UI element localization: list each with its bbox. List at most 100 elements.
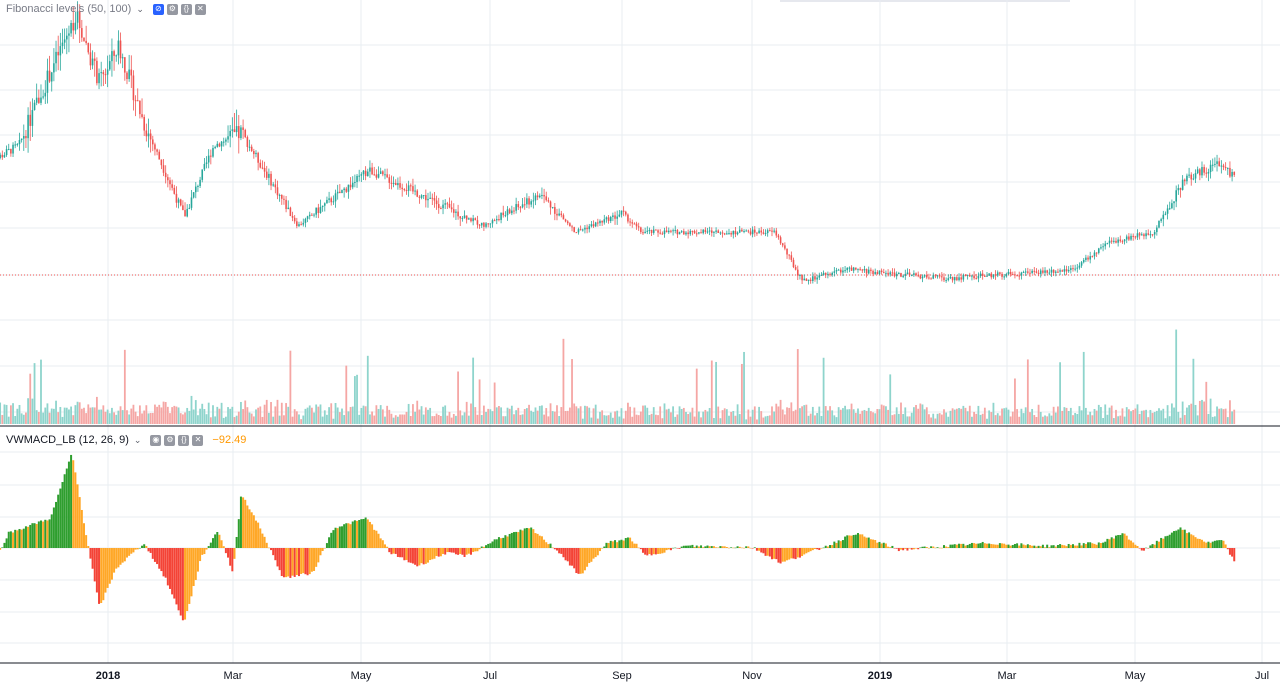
close-icon[interactable]: ✕ <box>194 3 206 15</box>
volume-bar <box>670 412 672 424</box>
candle-body <box>726 233 728 235</box>
macd-bar <box>846 535 849 548</box>
macd-bar <box>1018 545 1021 548</box>
volume-bar <box>848 409 851 424</box>
candle-body <box>83 37 85 41</box>
macd-bar <box>78 497 81 548</box>
macd-histogram[interactable] <box>0 454 1236 621</box>
candle-body <box>1011 274 1014 276</box>
candle-body <box>1153 232 1156 235</box>
gear-icon[interactable]: ⚙ <box>164 434 176 446</box>
macd-bar <box>1052 545 1055 548</box>
macd-bar <box>697 546 700 548</box>
volume-bar <box>775 403 778 424</box>
macd-bar <box>1059 544 1062 548</box>
candle-body <box>29 114 32 126</box>
volume-bar <box>657 415 659 424</box>
candle-body <box>721 232 724 234</box>
candle-body <box>702 229 704 234</box>
macd-bar <box>620 539 623 548</box>
chevron-down-icon[interactable]: ⌄ <box>136 3 144 14</box>
macd-bar <box>796 548 799 558</box>
close-icon[interactable]: ✕ <box>192 434 204 446</box>
candle-body <box>923 275 926 277</box>
macd-bar <box>517 532 520 548</box>
macd-bar <box>82 523 85 548</box>
volume-bar <box>1134 408 1137 424</box>
macd-bar <box>792 548 795 559</box>
volume-bar <box>955 408 958 424</box>
volume-bar <box>384 416 386 424</box>
candle-body <box>938 275 941 277</box>
volume-bar <box>334 402 337 424</box>
volume-bar <box>822 357 825 424</box>
macd-bar <box>478 548 481 550</box>
macd-bar <box>502 537 505 548</box>
macd-bar <box>902 548 905 551</box>
volume-bar <box>298 414 300 424</box>
candle-body <box>470 218 472 222</box>
volume-bar <box>547 416 550 424</box>
macd-bar <box>616 542 619 548</box>
macd-bar <box>837 540 840 548</box>
volume-bar <box>562 338 565 424</box>
candle-body <box>614 215 616 219</box>
candle-body <box>124 57 126 73</box>
candle-body <box>900 273 902 277</box>
volume-bar <box>177 407 180 424</box>
candle-body <box>592 224 595 227</box>
candle-body <box>700 232 702 234</box>
volume-bar <box>971 416 973 424</box>
macd-bar <box>14 529 17 548</box>
macd-bar <box>459 548 462 554</box>
macd-bar <box>323 548 326 549</box>
eye-slash-icon[interactable]: ⊘ <box>152 3 164 15</box>
candle-body <box>893 272 896 277</box>
volume-bar <box>369 414 371 424</box>
candle-body <box>1168 208 1171 210</box>
candle-body <box>278 194 281 196</box>
eye-icon[interactable]: ◉ <box>150 434 162 446</box>
gear-icon[interactable]: ⚙ <box>166 3 178 15</box>
candle-body <box>87 43 90 53</box>
candle-body <box>192 192 195 198</box>
volume-bar <box>229 408 232 424</box>
macd-bar <box>712 546 715 548</box>
volume-bar <box>1080 410 1083 424</box>
macd-bar <box>435 548 438 557</box>
candle-body <box>1031 270 1033 273</box>
candle-body <box>554 207 556 214</box>
candle-body <box>452 209 455 213</box>
candle-body <box>145 130 148 137</box>
macd-bar <box>373 529 376 548</box>
volume-bar <box>472 357 475 424</box>
chevron-down-icon[interactable]: ⌄ <box>133 434 142 445</box>
volume-bar <box>801 406 803 424</box>
volume-bar <box>581 418 584 424</box>
candle-body <box>328 198 330 200</box>
candle-body <box>581 229 584 231</box>
macd-bar <box>1224 544 1227 548</box>
candle-body <box>620 210 623 215</box>
macd-bar <box>1147 548 1150 549</box>
candle-body <box>1192 178 1195 180</box>
candle-body <box>326 199 328 204</box>
macd-bar <box>231 548 234 572</box>
volume-bar <box>76 401 79 424</box>
volume-bar <box>313 412 315 424</box>
price-candles[interactable] <box>0 1 1236 285</box>
candle-body <box>1063 269 1066 272</box>
volume-bar <box>910 412 913 424</box>
volume-bar <box>519 414 522 424</box>
macd-bar <box>1106 538 1109 548</box>
volume-bar <box>328 407 330 424</box>
candle-body <box>786 248 788 255</box>
macd-bar <box>919 547 922 549</box>
candle-body <box>259 162 262 168</box>
braces-icon[interactable]: {} <box>178 434 190 446</box>
candle-body <box>235 126 238 133</box>
macd-bar <box>762 548 765 554</box>
braces-icon[interactable]: {} <box>180 3 192 15</box>
macd-bar <box>805 548 808 554</box>
